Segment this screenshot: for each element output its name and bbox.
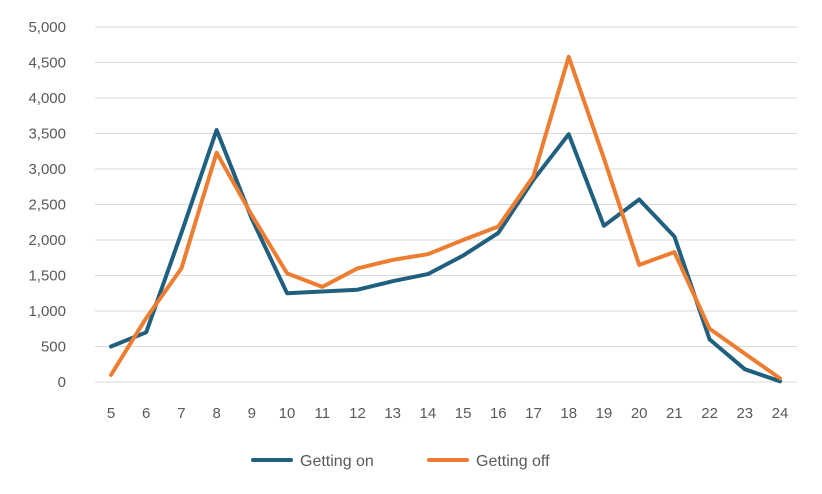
legend: Getting on Getting off	[251, 453, 550, 470]
y-tick-label: 500	[41, 339, 66, 356]
x-tick-label: 6	[142, 405, 150, 422]
y-axis-labels: 0 500 1,000 1,500 2,000 2,500 3,000 3,500 4,000 4…	[28, 19, 66, 391]
y-tick-label: 1,000	[28, 303, 66, 320]
x-tick-label: 24	[772, 405, 789, 422]
x-tick-label: 16	[490, 405, 507, 422]
x-tick-label: 17	[525, 405, 542, 422]
y-tick-label: 3,000	[28, 161, 66, 178]
x-tick-label: 22	[701, 405, 718, 422]
legend-label-getting-on: Getting on	[300, 453, 374, 470]
x-tick-label: 12	[349, 405, 366, 422]
x-tick-label: 23	[736, 405, 753, 422]
y-tick-label: 5,000	[28, 19, 66, 36]
x-tick-label: 21	[666, 405, 683, 422]
y-tick-label: 0	[58, 374, 66, 391]
x-tick-label: 13	[384, 405, 401, 422]
x-tick-label: 19	[596, 405, 613, 422]
x-tick-label: 20	[631, 405, 648, 422]
y-tick-label: 2,500	[28, 197, 66, 214]
x-tick-label: 7	[177, 405, 185, 422]
y-tick-label: 4,500	[28, 55, 66, 72]
x-tick-label: 15	[455, 405, 472, 422]
x-axis-labels: 5 6 7 8 9 10 11 12 13 14 15 16 17 18 19 20 21 22 23 24	[107, 405, 789, 422]
x-tick-label: 5	[107, 405, 115, 422]
x-tick-label: 10	[279, 405, 296, 422]
x-tick-label: 18	[560, 405, 577, 422]
legend-label-getting-off: Getting off	[476, 453, 550, 470]
y-tick-label: 1,500	[28, 268, 66, 285]
y-tick-label: 3,500	[28, 126, 66, 143]
series-lines	[109, 54, 782, 384]
series-line-getting-on	[109, 128, 782, 384]
x-tick-label: 9	[248, 405, 256, 422]
y-tick-label: 4,000	[28, 90, 66, 107]
x-tick-label: 11	[314, 405, 330, 422]
series-line-getting-off	[109, 54, 782, 381]
x-tick-label: 14	[420, 405, 437, 422]
x-tick-label: 8	[212, 405, 220, 422]
y-tick-label: 2,000	[28, 232, 66, 249]
